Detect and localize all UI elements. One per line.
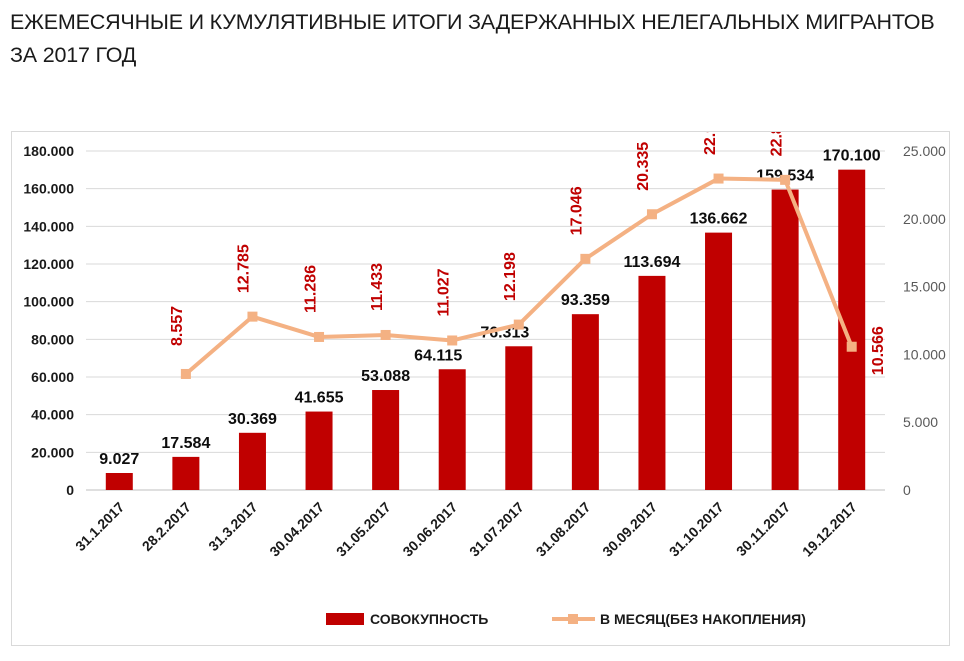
- chart-area: 0 20.000 40.000 60.000 80.000 100.000 120.000 1…: [11, 131, 950, 646]
- line-marker: [846, 341, 857, 352]
- bar: [305, 411, 333, 490]
- y-right-tick-label: 20.000: [903, 211, 946, 227]
- line-data-label: 17.046: [569, 186, 586, 235]
- y-left-tick-label: 0: [66, 482, 74, 498]
- y-left-tick-label: 140.000: [23, 218, 74, 234]
- line-data-label: 11.286: [302, 265, 319, 313]
- chart-title: ЕЖЕМЕСЯЧНЫЕ И КУМУЛЯТИВНЫЕ ИТОГИ ЗАДЕРЖА…: [10, 10, 935, 67]
- bar: [238, 432, 266, 490]
- y-left-tick-label: 80.000: [31, 331, 74, 347]
- combo-chart: 0 20.000 40.000 60.000 80.000 100.000 120.000 1…: [23, 132, 946, 627]
- bar-data-label: 53.088: [361, 368, 410, 385]
- y-right-tick-label: 5.000: [903, 414, 938, 430]
- line-marker: [580, 253, 591, 264]
- bar-data-label: 93.359: [561, 292, 610, 309]
- legend-label-line: В МЕСЯЦ(БЕЗ НАКОПЛЕНИЯ): [600, 611, 806, 627]
- y-left-tick-label: 40.000: [31, 407, 74, 423]
- x-category-label: 30.11.2017: [733, 499, 793, 559]
- bar-data-label: 64.115: [414, 347, 462, 364]
- y-right-tick-label: 10.000: [903, 346, 946, 362]
- x-category-label: 31.3.2017: [205, 499, 261, 555]
- x-category-label: 31.1.2017: [72, 499, 128, 555]
- bar: [705, 232, 733, 490]
- legend-label-bar: СОВОКУПНОСТЬ: [370, 611, 488, 627]
- y-left-tick-label: 100.000: [23, 294, 74, 310]
- x-category-label: 31.10.2017: [666, 499, 727, 560]
- bar: [638, 275, 666, 490]
- y-left-tick-label: 20.000: [31, 444, 74, 460]
- y-left-tick-label: 120.000: [23, 256, 74, 272]
- bar-data-label: 170.100: [823, 148, 881, 165]
- bar-data-label: 136.662: [690, 211, 748, 228]
- line-data-label: 8.557: [169, 306, 186, 346]
- x-category-label: 31.07.2017: [466, 499, 527, 560]
- bar: [105, 472, 133, 490]
- line-data-label: 10.566: [870, 326, 887, 375]
- line-data-label: 22.872: [768, 132, 785, 156]
- x-category-label: 28.2.2017: [139, 499, 195, 555]
- bar: [172, 456, 200, 490]
- line-marker: [180, 368, 191, 379]
- bar: [438, 369, 466, 490]
- y-left-tick-label: 180.000: [23, 143, 74, 159]
- line-data-label: 11.027: [435, 268, 452, 316]
- y-right-tick-label: 15.000: [903, 279, 946, 295]
- bar: [505, 346, 533, 490]
- bar: [838, 169, 866, 490]
- x-category-label: 19.12.2017: [799, 499, 860, 560]
- line-marker: [314, 331, 325, 342]
- bar: [372, 390, 400, 490]
- bar-data-label: 9.027: [99, 451, 139, 468]
- y-right-tick-label: 25.000: [903, 143, 946, 159]
- line-data-label: 22.968: [702, 132, 719, 155]
- bar-data-label: 113.694: [623, 254, 680, 271]
- bar: [771, 189, 799, 490]
- x-category-label: 30.09.2017: [599, 499, 660, 560]
- line-data-label: 12.785: [236, 244, 253, 293]
- bar-data-label: 41.655: [295, 390, 344, 407]
- y-right-tick-label: 0: [903, 482, 911, 498]
- legend-marker-line: [568, 614, 578, 624]
- line-data-label: 11.433: [369, 263, 386, 311]
- bar-data-label: 30.369: [228, 411, 277, 428]
- line-data-label: 20.335: [635, 142, 652, 191]
- x-category-label: 31.08.2017: [533, 499, 594, 560]
- legend-swatch-bar: [326, 613, 364, 625]
- y-left-tick-label: 60.000: [31, 369, 74, 385]
- line-marker: [713, 173, 724, 184]
- x-category-label: 31.05.2017: [333, 499, 394, 560]
- bar-data-label: 17.584: [161, 435, 210, 452]
- x-category-label: 30.04.2017: [266, 499, 327, 560]
- line-marker: [380, 329, 391, 340]
- line-marker: [247, 311, 258, 322]
- line-marker: [447, 335, 458, 346]
- y-left-tick-label: 160.000: [23, 181, 74, 197]
- line-data-label: 12.198: [502, 252, 519, 301]
- line-marker: [513, 319, 524, 330]
- line-marker: [780, 174, 791, 185]
- bar: [571, 314, 599, 490]
- x-category-label: 30.06.2017: [399, 499, 460, 560]
- line-marker: [646, 209, 657, 220]
